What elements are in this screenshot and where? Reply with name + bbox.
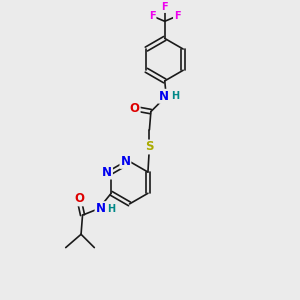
Text: H: H [171, 91, 179, 101]
Text: F: F [161, 2, 168, 12]
Text: H: H [107, 204, 115, 214]
Text: N: N [102, 166, 112, 178]
Text: N: N [120, 155, 130, 168]
Text: S: S [145, 140, 154, 154]
Text: F: F [149, 11, 156, 21]
Text: N: N [95, 202, 106, 215]
Text: F: F [174, 11, 181, 21]
Text: N: N [159, 90, 169, 103]
Text: O: O [74, 192, 84, 206]
Text: O: O [130, 102, 140, 115]
